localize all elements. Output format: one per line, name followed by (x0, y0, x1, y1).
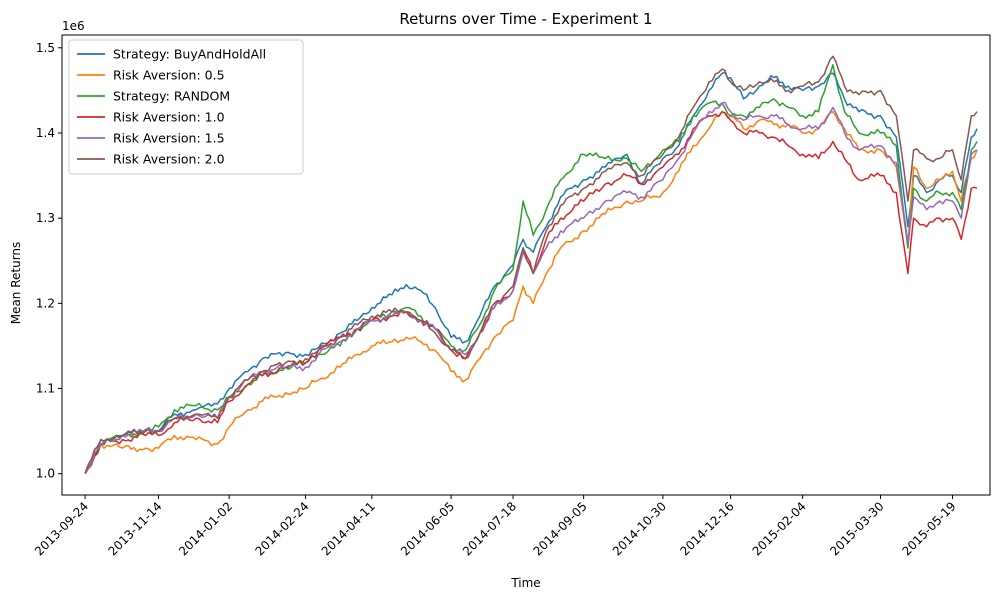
y-tick-label: 1.3 (36, 211, 55, 225)
y-tick-label: 1.2 (36, 296, 55, 310)
x-tick-label: 2014-12-16 (678, 499, 737, 558)
legend: Strategy: BuyAndHoldAll Risk Aversion: 0.… (68, 39, 304, 175)
x-tick-label: 2014-01-02 (176, 499, 235, 558)
legend-label: Risk Aversion: 1.0 (113, 110, 225, 125)
x-tick-label: 2014-10-30 (610, 499, 669, 558)
x-tick-label: 2013-11-14 (105, 499, 164, 558)
chart-title: Returns over Time - Experiment 1 (399, 10, 652, 28)
x-tick-label: 2014-09-05 (531, 499, 590, 558)
series-line (84, 110, 978, 475)
x-tick-label: 2014-07-18 (460, 499, 519, 558)
series-layer (84, 55, 978, 475)
x-tick-label: 2013-09-24 (32, 499, 91, 558)
series-line (84, 110, 978, 474)
legend-box (68, 39, 304, 175)
x-tick-label: 2014-02-24 (252, 499, 311, 558)
x-tick-label: 2014-04-11 (319, 499, 378, 558)
x-tick-label: 2015-03-30 (827, 499, 886, 558)
legend-label: Strategy: RANDOM (113, 89, 230, 104)
series-line (84, 71, 978, 474)
series-line (84, 55, 978, 474)
x-tick-label: 2015-05-19 (899, 499, 958, 558)
x-tick-label: 2014-06-05 (398, 499, 457, 558)
y-axis-multiplier: 1e6 (62, 19, 85, 33)
y-tick-label: 1.0 (36, 467, 55, 481)
x-tick-label: 2015-02-04 (750, 499, 809, 558)
plot-frame (61, 34, 991, 496)
y-tick-label: 1.5 (36, 41, 55, 55)
legend-label: Risk Aversion: 2.0 (113, 152, 225, 167)
y-axis-label: Mean Returns (9, 242, 23, 325)
legend-label: Risk Aversion: 1.5 (113, 131, 225, 146)
y-tick-label: 1.1 (36, 382, 55, 396)
y-tick-label: 1.4 (36, 126, 55, 140)
x-axis-label: Time (510, 576, 540, 590)
legend-label: Strategy: BuyAndHoldAll (113, 47, 266, 62)
legend-label: Risk Aversion: 0.5 (113, 68, 225, 83)
